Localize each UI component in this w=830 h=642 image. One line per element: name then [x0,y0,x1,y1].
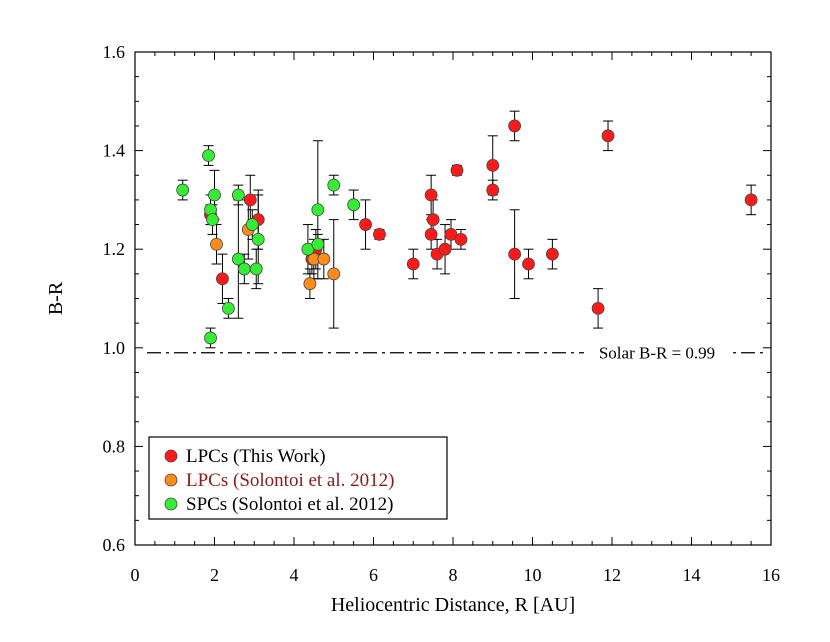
legend-label: LPCs (This Work) [186,446,326,467]
data-point [591,301,605,315]
error-bars-group [177,110,757,349]
data-point [303,277,317,291]
data-point [208,188,221,202]
data-point [545,247,559,261]
data-point [438,242,452,256]
y-tick-label: 1.2 [103,239,126,259]
reference-line-group: Solar B-R = 0.99 [147,343,763,363]
data-points-group [176,119,758,345]
legend-label: LPCs (Solontoi et al. 2012) [186,470,394,491]
y-tick-label: 1.0 [103,338,126,358]
data-point [222,301,235,315]
y-tick-label: 0.8 [103,436,126,456]
data-point [522,257,535,271]
data-point [744,193,758,207]
data-point [327,267,341,281]
data-point [486,158,500,172]
data-point [204,331,217,345]
data-point [454,232,468,246]
data-point [249,262,263,276]
x-tick-label: 16 [762,565,780,585]
x-tick-label: 10 [524,565,542,585]
data-point [450,163,464,177]
data-point [508,247,522,261]
x-tick-label: 6 [369,565,378,585]
data-point [426,213,440,227]
data-point [347,198,361,212]
x-axis-title: Heliocentric Distance, R [AU] [331,594,575,616]
data-point [373,228,386,241]
data-point [311,203,325,217]
legend-label: SPCs (Solontoi et al. 2012) [186,494,393,515]
legend-marker [164,449,178,463]
data-point [231,252,245,266]
data-point [176,183,190,197]
data-point [601,129,615,143]
legend-box [148,436,448,520]
solar-reference-label: Solar B-R = 0.99 [599,344,715,363]
data-point [424,228,438,241]
legend: LPCs (This Work) LPCs (Solontoi et al. 20… [148,436,448,520]
data-point [424,188,438,202]
y-tick-label: 1.6 [103,42,126,62]
legend-marker [164,473,178,487]
x-tick-label: 0 [131,565,140,585]
data-point [486,183,500,197]
y-tick-label: 0.6 [103,535,126,555]
data-point [406,257,420,271]
data-point [245,218,259,231]
axis-ticks-group: 0 2 4 6 8 10 12 14 16 0.6 0.8 1.0 1.2 1.4 1.6 [103,42,781,585]
solar-reference-label-background [584,343,730,362]
x-tick-label: 14 [683,565,701,585]
data-point [508,119,522,133]
y-tick-label: 1.4 [103,141,126,161]
legend-marker [164,497,178,511]
x-tick-label: 12 [603,565,621,585]
y-axis-title: B-R [45,281,67,315]
data-point [216,272,229,286]
data-point [251,232,265,246]
data-point [231,188,245,202]
x-tick-label: 8 [449,565,458,585]
data-point [202,149,215,162]
data-point [237,262,251,276]
x-tick-label: 2 [210,565,219,585]
data-point [311,237,325,251]
data-point [243,193,257,207]
data-point [327,178,341,192]
data-point [359,218,372,231]
x-tick-label: 4 [290,565,299,585]
data-point [206,213,219,227]
data-point [317,252,331,266]
data-point [210,237,223,251]
